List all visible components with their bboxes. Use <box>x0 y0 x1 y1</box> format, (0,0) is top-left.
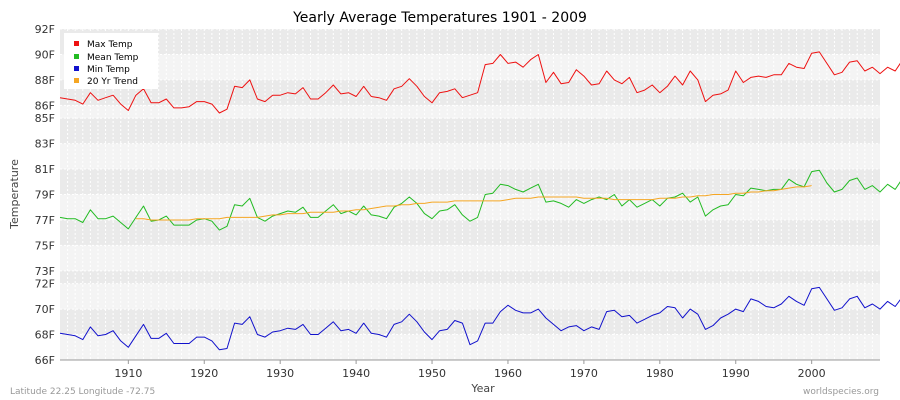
legend-box <box>64 33 158 89</box>
x-tick-label: 1950 <box>418 367 446 380</box>
legend: Max Temp Mean Temp Min Temp 20 Yr Trend <box>64 33 158 89</box>
x-tick-label: 1910 <box>114 367 142 380</box>
legend-label-min: Min Temp <box>87 65 130 75</box>
y-tick-label: 75F <box>35 239 55 252</box>
x-tick-label: 1980 <box>646 367 674 380</box>
y-tick-label: 86F <box>35 99 55 112</box>
y-tick-label: 85F <box>35 112 55 125</box>
series-lines <box>59 51 900 351</box>
y-tick-label: 70F <box>35 303 55 316</box>
chart-title: Yearly Average Temperatures 1901 - 2009 <box>292 10 587 26</box>
x-axis-ticks: 1910 1920 1930 1940 1950 1960 1970 1980 1990 2000 <box>114 360 826 380</box>
series-line-20-yr-trend <box>135 185 812 221</box>
y-tick-label: 83F <box>35 138 55 151</box>
y-tick-label: 92F <box>35 23 55 36</box>
legend-swatch-mean <box>74 54 79 59</box>
footer-source: worldspecies.org <box>803 387 879 397</box>
footer-coordinates: Latitude 22.25 Longitude -72.75 <box>10 387 155 397</box>
series-line-mean-temp <box>59 169 900 231</box>
x-tick-label: 1920 <box>190 367 218 380</box>
legend-swatch-trend <box>74 78 79 83</box>
legend-label-max: Max Temp <box>87 40 133 50</box>
legend-label-trend: 20 Yr Trend <box>87 77 138 87</box>
legend-swatch-max <box>74 41 79 46</box>
y-axis-label: Temperature <box>8 159 21 230</box>
series-line-max-temp <box>59 51 900 114</box>
y-tick-label: 90F <box>35 48 55 61</box>
legend-label-mean: Mean Temp <box>87 53 139 63</box>
x-tick-label: 1970 <box>570 367 598 380</box>
x-tick-label: 1990 <box>722 367 750 380</box>
series-line-min-temp <box>59 286 900 351</box>
x-tick-label: 1960 <box>494 367 522 380</box>
y-tick-label: 88F <box>35 74 55 87</box>
x-axis-label: Year <box>470 382 495 395</box>
y-tick-label: 68F <box>35 329 55 342</box>
y-tick-label: 72F <box>35 278 55 291</box>
legend-swatch-min <box>74 66 79 71</box>
y-tick-label: 81F <box>35 163 55 176</box>
x-tick-label: 2000 <box>798 367 826 380</box>
y-tick-label: 77F <box>35 214 55 227</box>
vertical-gridlines <box>67 29 873 360</box>
y-tick-label: 79F <box>35 189 55 202</box>
x-tick-label: 1940 <box>342 367 370 380</box>
y-tick-label: 73F <box>35 265 55 278</box>
x-tick-label: 1930 <box>266 367 294 380</box>
y-tick-label: 66F <box>35 354 55 367</box>
